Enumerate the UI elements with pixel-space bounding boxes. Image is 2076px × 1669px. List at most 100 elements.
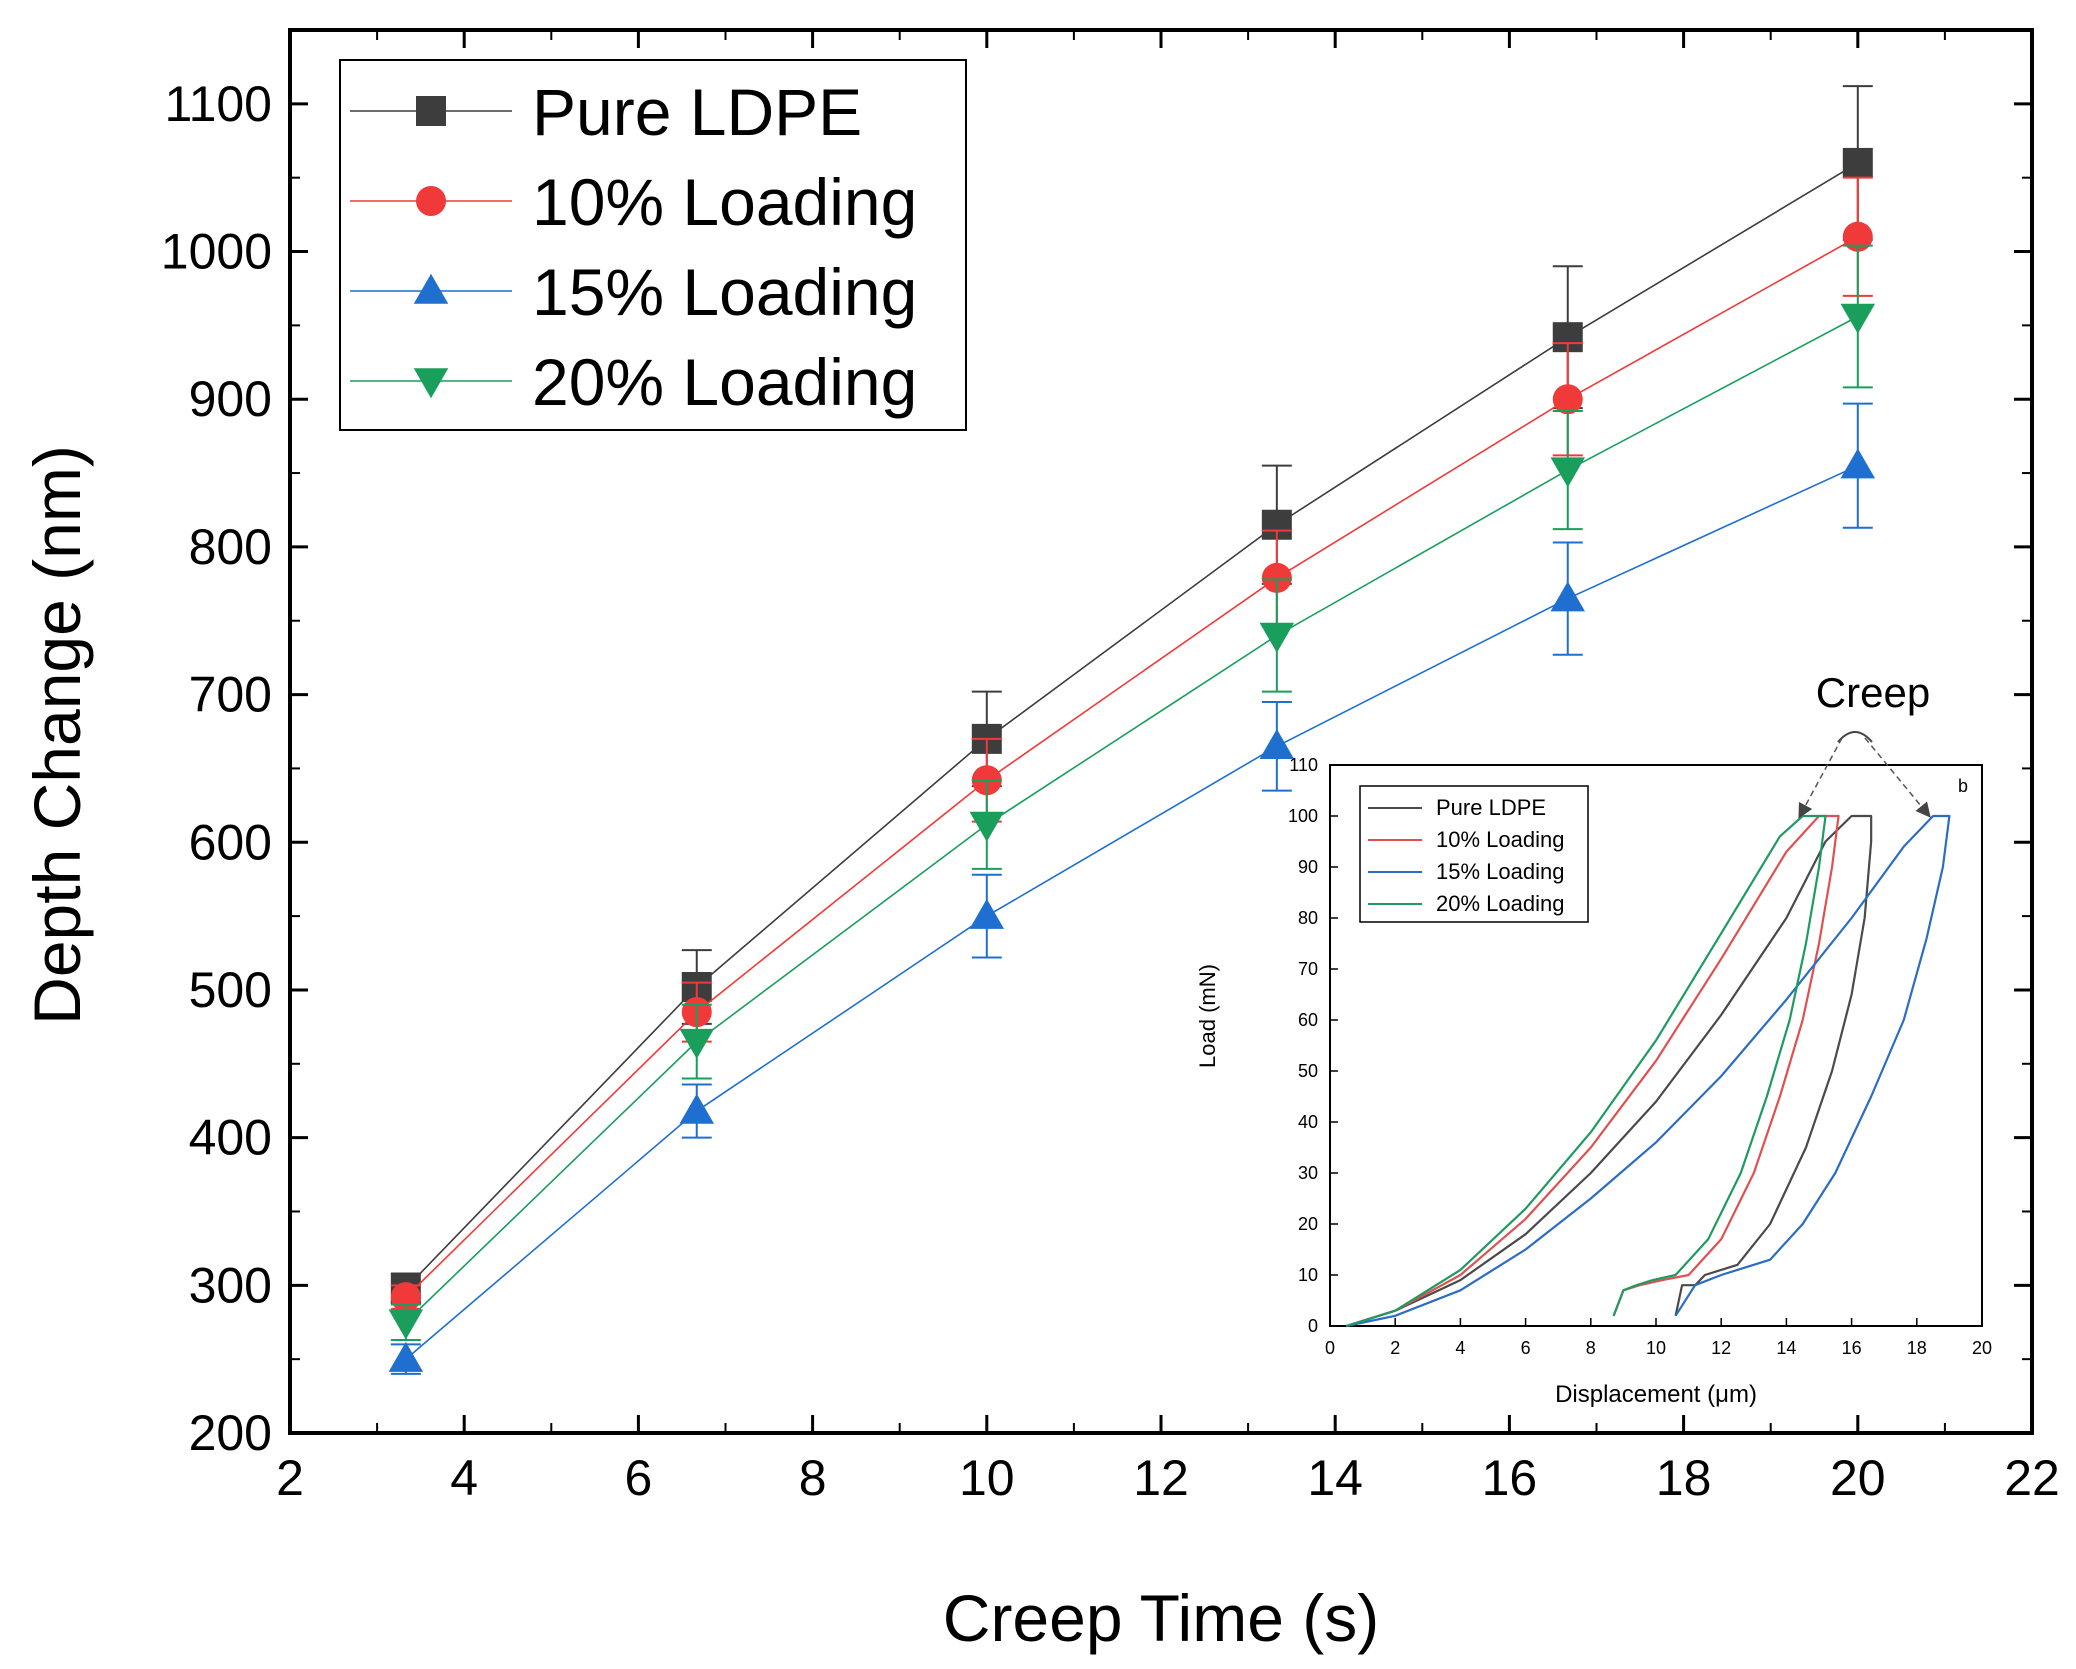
data-point-15pct-loading bbox=[388, 1341, 424, 1372]
main-plot: 2 4 6 8 10 12 14 16 18 20 222003004005006007008009… bbox=[20, 28, 2060, 1655]
legend-label-10pct-loading: 10% Loading bbox=[532, 165, 917, 239]
main-y-axis-label: Depth Change (nm) bbox=[20, 445, 94, 1025]
inset-x-tick-label: 2 bbox=[1390, 1338, 1400, 1358]
creep-pointer-left bbox=[1798, 737, 1843, 819]
main-y-tick-label: 800 bbox=[189, 519, 272, 575]
main-x-tick-label: 8 bbox=[799, 1450, 827, 1506]
inset-x-tick-label: 4 bbox=[1455, 1338, 1465, 1358]
series-line-20pct-loading bbox=[405, 315, 1859, 1323]
data-point-15pct-loading bbox=[1840, 448, 1876, 479]
main-x-tick-label: 14 bbox=[1307, 1450, 1363, 1506]
inset-x-tick-label: 12 bbox=[1711, 1338, 1731, 1358]
data-point-10pct-loading bbox=[1842, 221, 1873, 252]
main-x-tick-label: 10 bbox=[959, 1450, 1015, 1506]
main-y-tick-label: 1000 bbox=[161, 224, 272, 280]
series-line-pure-ldpe bbox=[405, 162, 1859, 1289]
inset-y-tick-label: 0 bbox=[1308, 1316, 1318, 1336]
main-x-tick-label: 6 bbox=[624, 1450, 652, 1506]
main-y-tick-label: 900 bbox=[189, 371, 272, 427]
data-point-15pct-loading bbox=[1259, 729, 1295, 760]
inset-curve-20pct-loading bbox=[1345, 814, 1827, 1328]
main-x-tick-label: 22 bbox=[2004, 1450, 2060, 1506]
inset-y-tick-label: 90 bbox=[1298, 857, 1318, 877]
inset-y-tick-label: 30 bbox=[1298, 1163, 1318, 1183]
main-legend: Pure LDPE 10% Loading 15% Loading 20% Loadi… bbox=[339, 59, 967, 431]
inset-y-tick-label: 60 bbox=[1298, 1010, 1318, 1030]
legend-label-pure-ldpe: Pure LDPE bbox=[532, 75, 862, 149]
main-y-tick-label: 1100 bbox=[164, 76, 272, 132]
main-y-tick-label: 600 bbox=[189, 814, 272, 870]
series-line-10pct-loading bbox=[405, 236, 1859, 1298]
main-y-tick-label: 400 bbox=[189, 1110, 272, 1166]
main-y-tick-label: 500 bbox=[189, 962, 272, 1018]
main-x-tick-label: 4 bbox=[450, 1450, 478, 1506]
inset-y-tick-label: 100 bbox=[1288, 806, 1318, 826]
data-point-20pct-loading bbox=[1550, 457, 1586, 488]
main-x-tick-label: 16 bbox=[1482, 1450, 1538, 1506]
inset-plot: 0 2 4 6 8 10 12 14 16 18 20 0 10 20 30 40 50 60 70 80 90 100 1… bbox=[1195, 669, 1992, 1408]
inset-x-tick-label: 18 bbox=[1907, 1338, 1927, 1358]
inset-legend: Pure LDPE 10% Loading 15% Loading 20% Loadi… bbox=[1359, 785, 1589, 923]
inset-y-tick-label: 80 bbox=[1298, 908, 1318, 928]
creep-pointer-right bbox=[1864, 737, 1931, 818]
inset-legend-items: Pure LDPE 10% Loading 15% Loading 20% Loadi… bbox=[1368, 795, 1564, 916]
inset-axis-ticks: 0 2 4 6 8 10 12 14 16 18 20 0 10 20 30 40 50 60 70 80 90 100 1… bbox=[1288, 755, 1992, 1358]
series-15pct-loading bbox=[388, 402, 1876, 1375]
data-point-15pct-loading bbox=[679, 1093, 715, 1124]
inset-x-axis-label: Displacement (μm) bbox=[1555, 1381, 1757, 1408]
inset-legend-label-10pct-loading: 10% Loading bbox=[1436, 827, 1564, 852]
legend-marker-pure-ldpe bbox=[416, 96, 446, 126]
main-series-group bbox=[388, 85, 1876, 1375]
main-x-tick-label: 18 bbox=[1656, 1450, 1712, 1506]
inset-y-tick-label: 50 bbox=[1298, 1061, 1318, 1081]
inset-x-tick-label: 20 bbox=[1972, 1338, 1992, 1358]
creep-annotation: Creep b bbox=[1798, 669, 1968, 819]
data-point-20pct-loading bbox=[1259, 622, 1295, 653]
data-point-20pct-loading bbox=[679, 1028, 715, 1059]
main-y-tick-label: 300 bbox=[189, 1257, 272, 1313]
legend-marker-10pct-loading bbox=[416, 186, 446, 216]
legend-label-20pct-loading: 20% Loading bbox=[532, 345, 917, 419]
inset-x-tick-label: 16 bbox=[1842, 1338, 1862, 1358]
inset-curve-10pct-loading bbox=[1345, 814, 1840, 1328]
legend-marker-20pct-loading bbox=[413, 368, 449, 399]
main-y-tick-label: 700 bbox=[189, 667, 272, 723]
inset-curve-pure-ldpe bbox=[1345, 814, 1873, 1328]
data-point-15pct-loading bbox=[969, 898, 1005, 929]
main-x-tick-label: 20 bbox=[1830, 1450, 1886, 1506]
creep-annotation-label: Creep bbox=[1816, 669, 1930, 716]
inset-y-tick-label: 10 bbox=[1298, 1265, 1318, 1285]
main-legend-items: Pure LDPE 10% Loading 15% Loading 20% Loadi… bbox=[350, 75, 917, 419]
inset-legend-label-pure-ldpe: Pure LDPE bbox=[1436, 795, 1546, 820]
inset-x-tick-label: 6 bbox=[1521, 1338, 1531, 1358]
main-x-axis-label: Creep Time (s) bbox=[943, 1581, 1379, 1655]
main-axis-ticks: 2 4 6 8 10 12 14 16 18 20 222003004005006007008009… bbox=[161, 29, 2060, 1506]
main-x-tick-label: 12 bbox=[1133, 1450, 1189, 1506]
inset-y-tick-label: 70 bbox=[1298, 959, 1318, 979]
main-x-tick-label: 2 bbox=[276, 1450, 304, 1506]
inset-series-group bbox=[1345, 814, 1951, 1328]
inset-y-tick-label: 40 bbox=[1298, 1112, 1318, 1132]
inset-y-tick-label: 110 bbox=[1289, 755, 1318, 775]
inset-y-axis-label: Load (mN) bbox=[1195, 964, 1220, 1068]
data-point-20pct-loading bbox=[969, 811, 1005, 842]
inset-x-tick-label: 14 bbox=[1776, 1338, 1796, 1358]
data-point-20pct-loading bbox=[388, 1309, 424, 1340]
legend-label-15pct-loading: 15% Loading bbox=[532, 255, 917, 329]
creep-annotation-b: b bbox=[1958, 776, 1968, 796]
inset-x-tick-label: 8 bbox=[1586, 1338, 1596, 1358]
inset-legend-label-20pct-loading: 20% Loading bbox=[1436, 891, 1564, 916]
inset-y-tick-label: 20 bbox=[1298, 1214, 1318, 1234]
series-20pct-loading bbox=[388, 244, 1876, 1341]
series-line-15pct-loading bbox=[405, 464, 1859, 1360]
data-point-15pct-loading bbox=[1550, 581, 1586, 612]
inset-legend-label-15pct-loading: 15% Loading bbox=[1436, 859, 1564, 884]
inset-x-tick-label: 10 bbox=[1646, 1338, 1666, 1358]
data-point-pure-ldpe bbox=[1842, 147, 1873, 178]
inset-curve-15pct-loading bbox=[1346, 814, 1951, 1328]
data-point-10pct-loading bbox=[1552, 384, 1583, 415]
inset-x-tick-label: 0 bbox=[1325, 1338, 1335, 1358]
data-point-10pct-loading bbox=[1261, 562, 1292, 593]
legend-marker-15pct-loading bbox=[413, 273, 449, 304]
